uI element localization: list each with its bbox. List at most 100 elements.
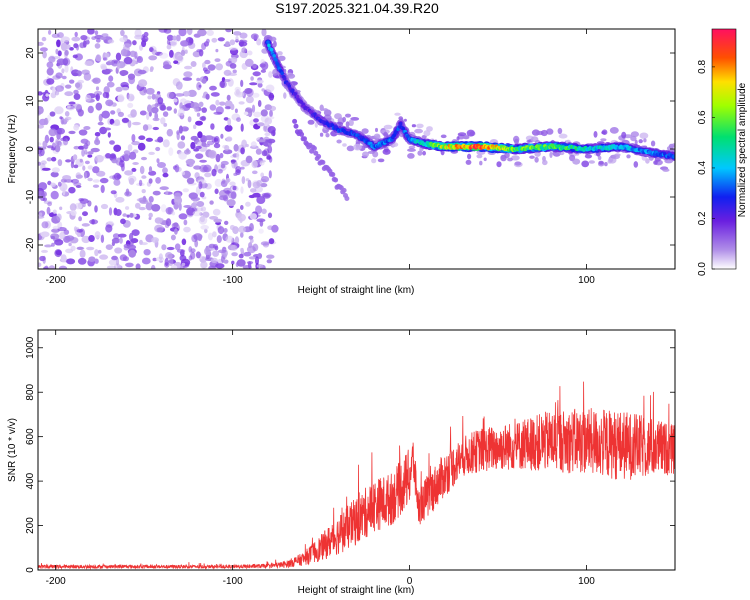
spectrogram-noise-cell xyxy=(141,189,146,194)
spectrogram-noise-cell xyxy=(248,256,257,260)
spectrogram-halo-cell xyxy=(423,130,431,137)
spectrogram-noise-cell xyxy=(236,208,241,213)
spectrogram-halo-cell xyxy=(479,160,483,166)
spectrogram-halo-cell xyxy=(626,154,631,159)
spectrogram-noise-cell xyxy=(225,235,234,243)
spectrogram-noise-cell xyxy=(159,186,169,191)
spectrogram-noise-cell xyxy=(261,150,268,157)
spectrogram-noise-cell xyxy=(136,56,143,63)
spectrogram-noise-cell xyxy=(119,37,128,43)
spectrogram-noise-cell xyxy=(252,170,258,175)
spectrogram-halo-cell xyxy=(546,128,554,135)
spectrogram-noise-cell xyxy=(68,186,76,194)
snr-y-tick-label: 400 xyxy=(25,472,36,489)
spectrogram-noise-cell xyxy=(151,204,161,212)
spectrogram-halo-cell xyxy=(462,134,470,140)
spectrogram-noise-cell xyxy=(119,155,125,163)
spectrogram-noise-cell xyxy=(180,40,190,47)
spectrogram-halo-cell xyxy=(558,133,568,139)
spectrogram-halo-cell xyxy=(377,158,385,163)
spectrogram-noise-cell xyxy=(106,81,115,88)
spectrogram-noise-cell xyxy=(165,190,169,195)
spectrogram-noise-cell xyxy=(102,91,109,99)
spectrogram-noise-cell xyxy=(73,164,79,169)
spectrogram-noise-cell xyxy=(204,59,211,65)
spectrogram-noise-cell xyxy=(230,56,238,64)
spectrogram-noise-cell xyxy=(267,225,274,230)
spectrogram-noise-cell xyxy=(92,179,100,183)
spectrogram-noise-cell xyxy=(104,39,108,44)
spectrogram-noise-cell xyxy=(122,213,127,217)
spectrogram-noise-cell xyxy=(56,58,66,66)
spectrogram-noise-cell xyxy=(105,224,113,233)
spectrogram-noise-cell xyxy=(264,122,268,127)
spectrogram-noise-cell xyxy=(178,202,182,211)
spectrogram-halo-cell xyxy=(601,131,606,135)
spectrogram-noise-cell xyxy=(188,255,193,261)
spectrogram-noise-cell xyxy=(84,149,88,155)
spectrogram-noise-cell xyxy=(261,88,266,92)
spectrogram-noise-cell xyxy=(181,262,186,266)
spectrogram-noise-cell xyxy=(139,110,147,116)
spectrogram-noise-cell xyxy=(212,244,218,249)
spectrogram-noise-cell xyxy=(104,52,110,58)
spectrogram-halo-cell xyxy=(319,104,324,112)
spectrogram-noise-cell xyxy=(94,43,101,49)
spectrogram-noise-cell xyxy=(257,253,263,259)
spectrogram-noise-cell xyxy=(77,79,85,84)
spectrogram-noise-cell xyxy=(56,127,65,135)
spectrogram-noise-cell xyxy=(151,93,156,100)
spectrogram-noise-cell xyxy=(138,79,148,87)
spectrogram-noise-cell xyxy=(178,213,188,220)
spectrogram-noise-cell xyxy=(215,99,220,106)
spectrogram-noise-cell xyxy=(68,130,76,135)
spectrogram-noise-cell xyxy=(264,132,271,136)
spectrogram-noise-cell xyxy=(206,38,210,44)
spectrogram-noise-cell xyxy=(172,52,182,61)
spectrogram-noise-cell xyxy=(245,143,249,148)
spectrogram-noise-cell xyxy=(162,111,169,117)
spectrogram-image xyxy=(38,29,675,269)
spectrogram-noise-cell xyxy=(237,213,247,222)
spectrogram-ridge-cell xyxy=(313,112,317,116)
spectrogram-noise-cell xyxy=(112,122,121,127)
spectrogram-noise-cell xyxy=(73,226,78,232)
spectrogram-halo-cell xyxy=(572,158,581,165)
spectrogram-noise-cell xyxy=(180,135,186,141)
spectrogram-noise-cell xyxy=(154,217,163,224)
spectrogram-ridge-cell xyxy=(266,40,270,44)
spectrogram-noise-cell xyxy=(251,104,256,113)
spectrogram-halo-cell xyxy=(504,152,510,159)
spectrogram-noise-cell xyxy=(232,69,237,74)
spectrogram-halo-cell xyxy=(507,157,513,162)
spectrogram-noise-cell xyxy=(190,135,199,141)
spectrogram-noise-cell xyxy=(174,228,178,235)
spectrogram-noise-cell xyxy=(38,146,43,155)
spectrogram-noise-cell xyxy=(200,225,209,230)
spectrogram-noise-cell xyxy=(118,233,127,238)
spectrogram-noise-cell xyxy=(180,49,186,57)
spectrogram-halo-cell xyxy=(496,161,502,168)
spectrogram-noise-cell xyxy=(77,109,84,117)
spectrogram-y-tick-label: 10 xyxy=(25,95,36,107)
spectrogram-noise-cell xyxy=(261,208,267,215)
spectrogram-halo-cell xyxy=(457,132,467,137)
spectrogram-noise-cell xyxy=(163,122,168,127)
spectrogram-noise-cell xyxy=(238,101,245,105)
spectrogram-noise-cell xyxy=(250,141,257,148)
spectrogram-noise-cell xyxy=(100,203,109,210)
spectrogram-noise-cell xyxy=(115,209,122,216)
spectrogram-ridge-cell xyxy=(280,71,285,76)
spectrogram-noise-cell xyxy=(193,124,197,130)
spectrogram-noise-cell xyxy=(107,220,114,225)
spectrogram-halo-cell xyxy=(633,161,639,168)
spectrogram-noise-cell xyxy=(48,56,56,63)
spectrogram-noise-cell xyxy=(198,101,204,108)
spectrogram-halo-cell xyxy=(483,157,487,162)
spectrogram-noise-cell xyxy=(39,47,48,52)
spectrogram-branch-cell xyxy=(333,177,339,183)
spectrogram-noise-cell xyxy=(215,263,225,269)
colorbar-tick-label: 0.4 xyxy=(697,161,708,175)
spectrogram-noise-cell xyxy=(152,117,160,122)
spectrogram-noise-cell xyxy=(199,116,206,121)
